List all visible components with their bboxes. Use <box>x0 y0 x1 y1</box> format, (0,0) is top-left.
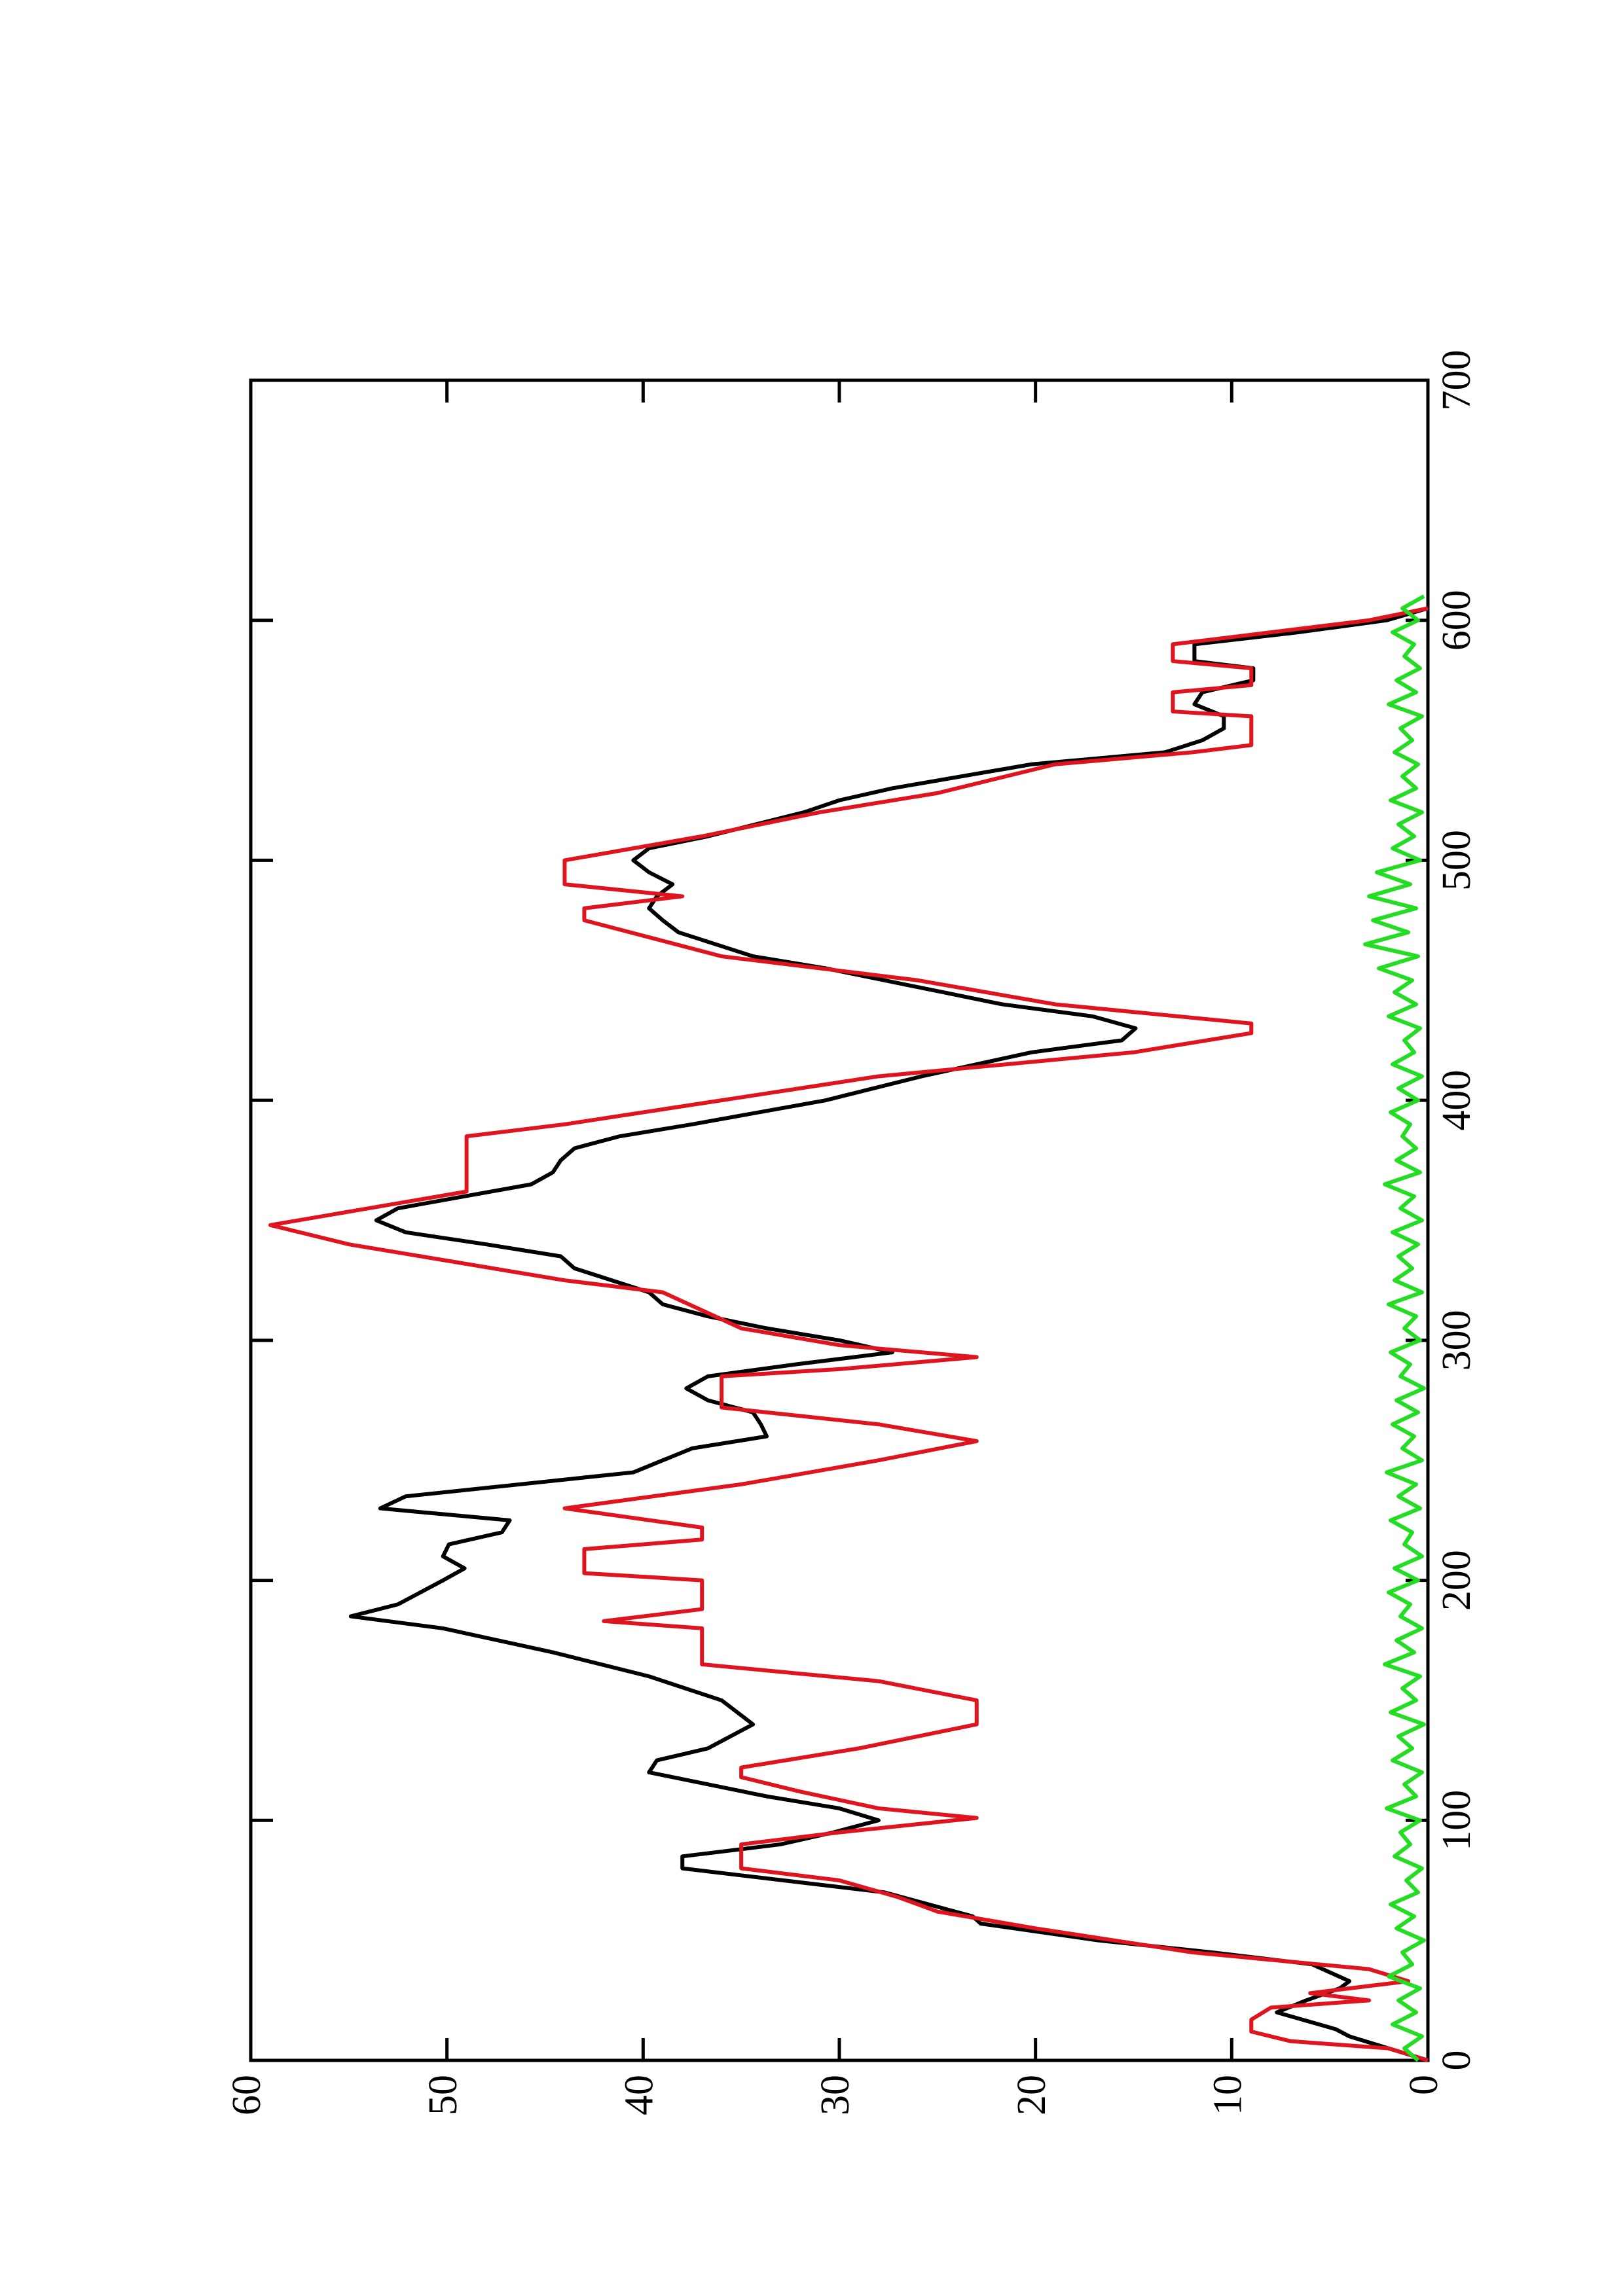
x-tick-label: 0 <box>1434 2051 1479 2071</box>
x-tick-label: 600 <box>1434 590 1479 651</box>
y-tick-label: 10 <box>1206 2075 1250 2115</box>
y-tick-label: 50 <box>421 2075 465 2115</box>
data-line <box>268 606 1429 2062</box>
y-tick-label: 30 <box>813 2075 858 2115</box>
x-tick-label: 100 <box>1434 1790 1479 1851</box>
y-tick-label: 0 <box>1402 2075 1446 2095</box>
y-tick-label: 20 <box>1010 2075 1054 2115</box>
data-line <box>348 606 1429 2062</box>
x-tick-label: 500 <box>1434 830 1479 891</box>
plot-area: 0 100 200 300 400 500 600 700 0 10 20 30 40 50 60 <box>225 350 1479 2116</box>
x-tick-label: 400 <box>1434 1070 1479 1131</box>
x-tick-label: 200 <box>1434 1550 1479 1611</box>
y-tick-label: 40 <box>617 2075 662 2115</box>
y-tick-label: 60 <box>225 2075 269 2115</box>
x-tick-label: 300 <box>1434 1310 1479 1371</box>
data-line <box>1363 594 1427 2062</box>
x-tick-label: 700 <box>1434 350 1479 411</box>
